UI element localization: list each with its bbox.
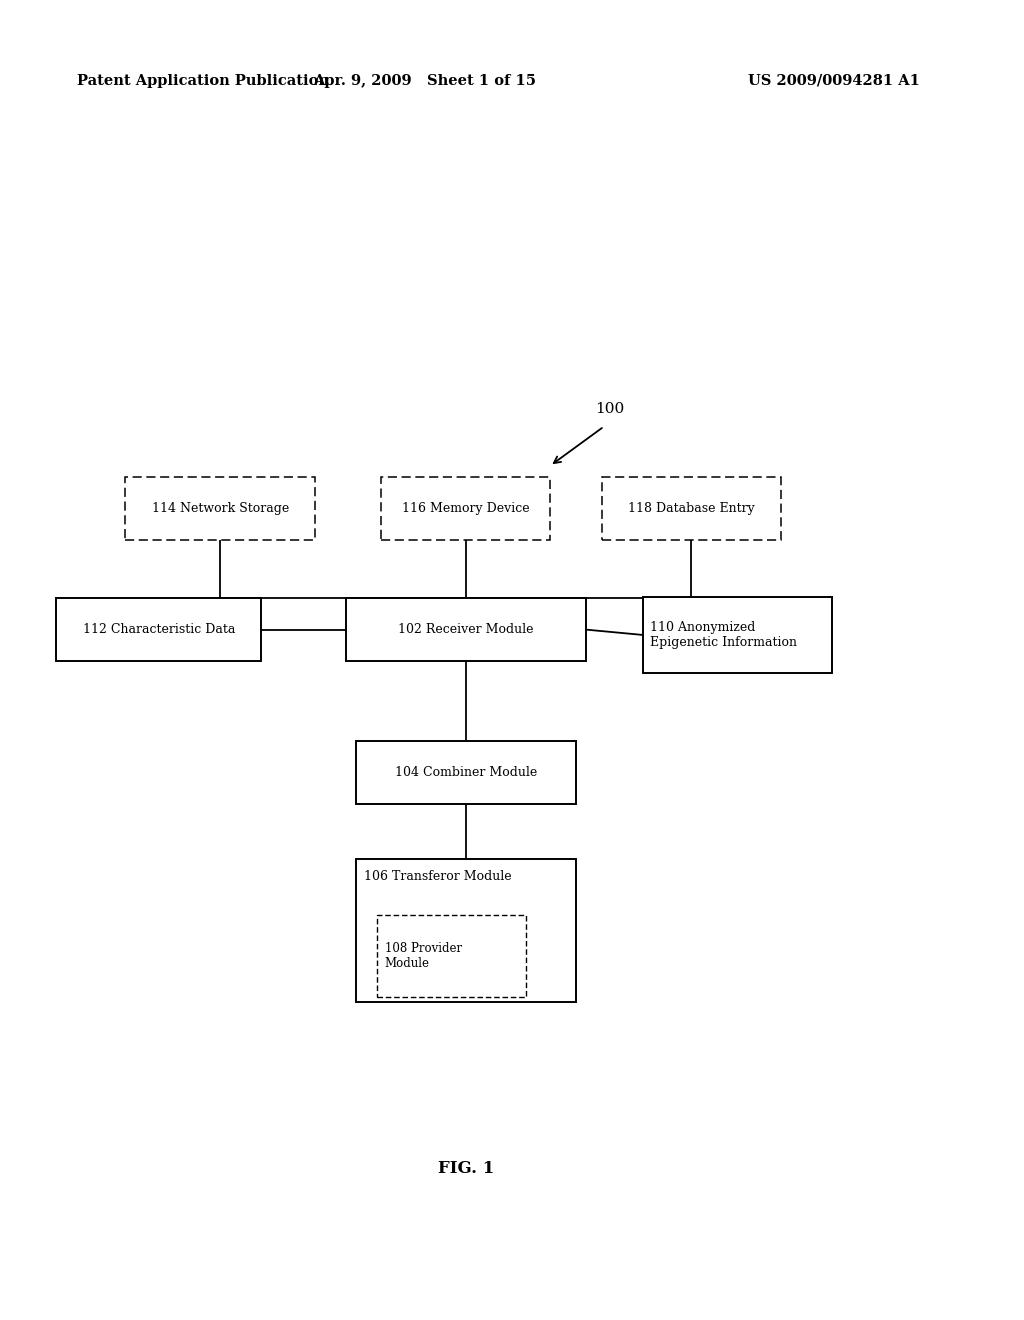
Bar xyxy=(643,597,831,673)
Text: 110 Anonymized
Epigenetic Information: 110 Anonymized Epigenetic Information xyxy=(649,620,797,649)
Text: 102 Receiver Module: 102 Receiver Module xyxy=(398,623,534,636)
Bar xyxy=(125,477,315,540)
Text: 104 Combiner Module: 104 Combiner Module xyxy=(395,766,537,779)
Text: US 2009/0094281 A1: US 2009/0094281 A1 xyxy=(748,74,920,87)
Text: 114 Network Storage: 114 Network Storage xyxy=(152,502,289,515)
Bar xyxy=(356,859,575,1002)
Bar xyxy=(602,477,780,540)
Text: Patent Application Publication: Patent Application Publication xyxy=(77,74,329,87)
Text: 108 Provider
Module: 108 Provider Module xyxy=(385,941,462,970)
Bar xyxy=(56,598,261,661)
Bar xyxy=(377,915,526,997)
Text: 116 Memory Device: 116 Memory Device xyxy=(402,502,529,515)
Bar xyxy=(381,477,551,540)
Text: 106 Transferor Module: 106 Transferor Module xyxy=(365,870,512,883)
Text: 112 Characteristic Data: 112 Characteristic Data xyxy=(83,623,234,636)
Bar xyxy=(356,741,575,804)
Text: 118 Database Entry: 118 Database Entry xyxy=(628,502,755,515)
Bar xyxy=(346,598,586,661)
Text: 100: 100 xyxy=(595,401,624,416)
Text: FIG. 1: FIG. 1 xyxy=(438,1160,494,1176)
Text: Apr. 9, 2009   Sheet 1 of 15: Apr. 9, 2009 Sheet 1 of 15 xyxy=(313,74,537,87)
